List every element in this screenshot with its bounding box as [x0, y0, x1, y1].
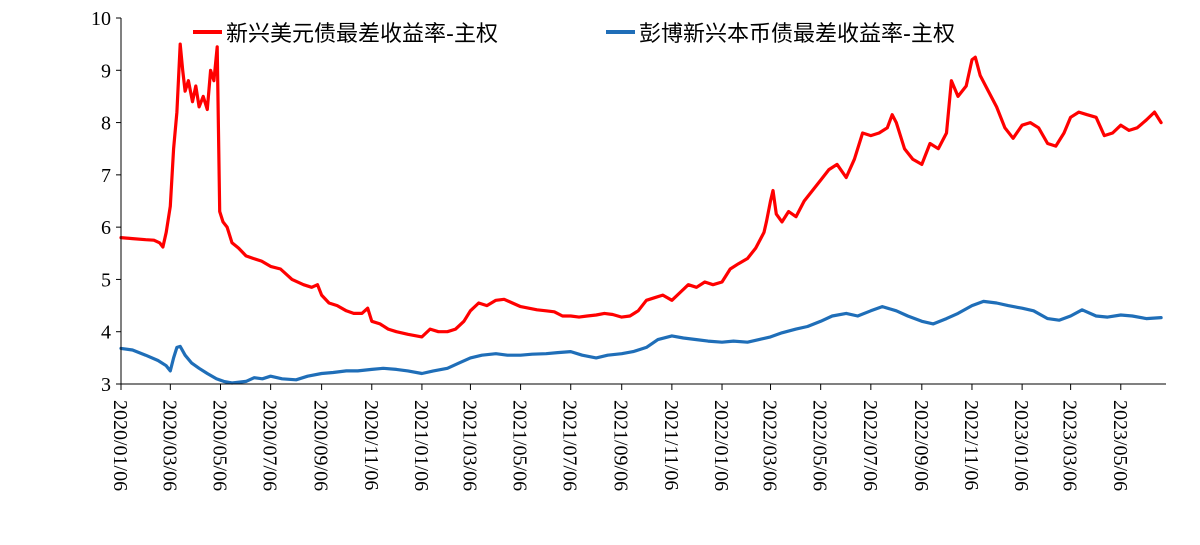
y-tick-label: 5	[101, 269, 111, 291]
y-tick-label: 6	[101, 217, 111, 239]
x-tick-label: 2021/09/06	[610, 400, 632, 491]
x-tick-label: 2022/11/06	[960, 400, 982, 490]
series-line-0	[119, 42, 1163, 339]
x-tick-label: 2022/03/06	[759, 400, 781, 491]
y-tick-label: 8	[101, 113, 111, 135]
y-tick-label: 3	[101, 374, 111, 396]
x-tick-label: 2022/09/06	[910, 400, 932, 491]
x-tick-label: 2020/07/06	[259, 400, 281, 491]
x-tick-label: 2021/03/06	[458, 400, 480, 491]
legend: 新兴美元债最差收益率-主权 彭博新兴本币债最差收益率-主权	[193, 22, 955, 47]
plot-area	[119, 42, 1163, 385]
x-tick-label: 2021/05/06	[509, 400, 531, 491]
x-tick-label: 2021/07/06	[559, 400, 581, 491]
x-tick-label: 2023/01/06	[1010, 400, 1032, 491]
y-tick-label: 7	[101, 165, 111, 187]
x-tick-label: 2022/05/06	[809, 400, 831, 491]
x-tick-label: 2020/11/06	[360, 400, 382, 490]
x-tick-label: 2021/11/06	[660, 400, 682, 490]
x-tick-label: 2021/01/06	[410, 400, 432, 491]
series-line-1	[119, 299, 1163, 385]
x-tick-label: 2022/01/06	[710, 400, 732, 491]
x-tick-label: 2020/03/06	[158, 400, 180, 491]
x-tick-label: 2022/07/06	[859, 400, 881, 491]
legend-label-emerging-local-bond: 彭博新兴本币债最差收益率-主权	[639, 22, 955, 47]
axes: 3 4 5 6 7 8 9 10 2020/01/06 2020/03/06 2020/05/06 2…	[91, 8, 1166, 491]
y-tick-label: 10	[91, 8, 111, 30]
x-tick-label: 2020/05/06	[208, 400, 230, 491]
x-tick-label: 2020/09/06	[310, 400, 332, 491]
x-tick-label: 2023/05/06	[1109, 400, 1131, 491]
y-tick-label: 4	[101, 322, 111, 344]
y-tick-label: 9	[101, 60, 111, 82]
legend-label-emerging-usd-bond: 新兴美元债最差收益率-主权	[226, 22, 498, 47]
x-tick-label: 2020/01/06	[109, 400, 131, 491]
x-tick-label: 2023/03/06	[1059, 400, 1081, 491]
